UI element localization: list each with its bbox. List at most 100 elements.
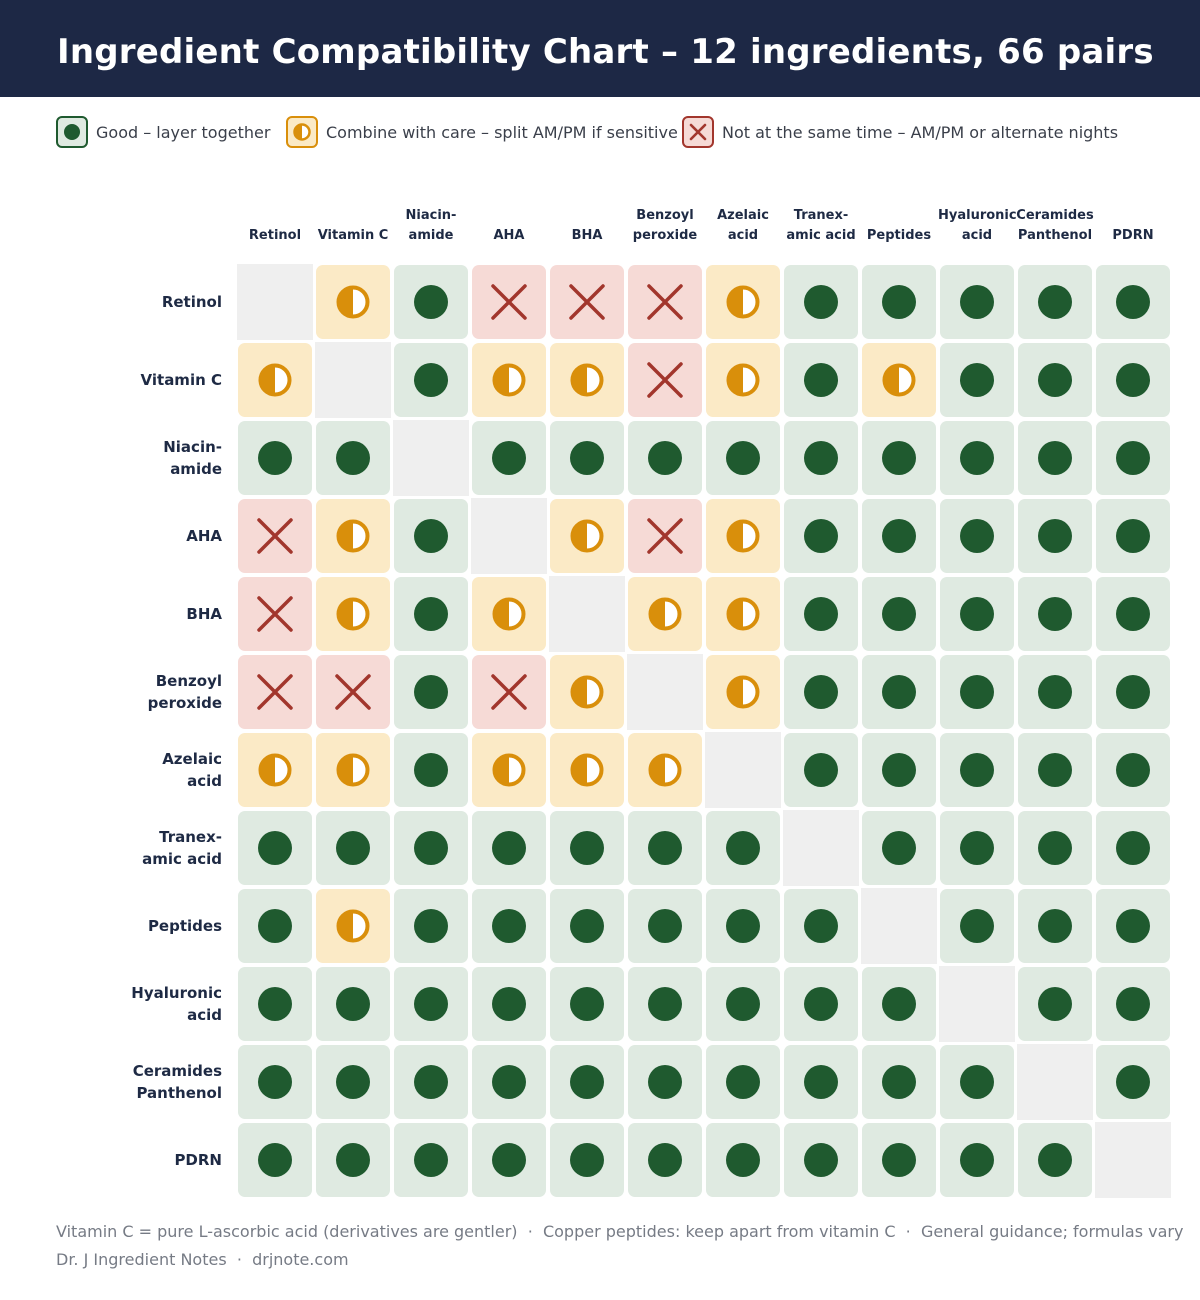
filled-circle-icon <box>258 831 292 865</box>
filled-circle-icon <box>804 519 838 553</box>
matrix-cell-no <box>238 499 312 573</box>
matrix-cell-good <box>784 343 858 417</box>
filled-circle-icon <box>960 675 994 709</box>
filled-circle-icon <box>804 675 838 709</box>
half-circle-icon <box>336 597 370 631</box>
half-circle-icon <box>492 597 526 631</box>
filled-circle-icon <box>414 285 448 319</box>
filled-circle-icon <box>1038 363 1072 397</box>
matrix-cell-good <box>394 499 468 573</box>
filled-circle-icon <box>414 753 448 787</box>
filled-circle-icon <box>648 909 682 943</box>
matrix-cell-self <box>861 888 937 964</box>
matrix-cell-good <box>784 499 858 573</box>
matrix-cell-care <box>472 733 546 807</box>
matrix-cell-good <box>394 733 468 807</box>
filled-circle-icon <box>960 597 994 631</box>
matrix-cell-good <box>316 811 390 885</box>
matrix-cell-good <box>784 1123 858 1197</box>
matrix-cell-good <box>940 1123 1014 1197</box>
matrix-cell-good <box>940 343 1014 417</box>
column-header-line: PDRN <box>1112 228 1154 243</box>
filled-circle-icon <box>804 987 838 1021</box>
matrix-cell-good <box>706 1123 780 1197</box>
matrix-cell-self <box>705 732 781 808</box>
matrix-cell-care <box>316 733 390 807</box>
matrix-cell-good <box>550 967 624 1041</box>
matrix-cell-good <box>238 889 312 963</box>
matrix-cell-good <box>238 421 312 495</box>
row-header-line: Hyaluronic <box>131 984 222 1002</box>
column-header: Retinol <box>236 226 314 246</box>
half-circle-icon <box>570 675 604 709</box>
matrix-cell-care <box>316 577 390 651</box>
filled-circle-icon <box>414 519 448 553</box>
filled-circle-icon <box>1038 675 1072 709</box>
filled-circle-icon <box>258 441 292 475</box>
column-header-line: amide <box>408 228 454 243</box>
filled-circle-icon <box>804 441 838 475</box>
filled-circle-icon <box>1116 285 1150 319</box>
matrix-cell-good <box>394 967 468 1041</box>
row-header-line: Tranex- <box>159 828 222 846</box>
half-circle-icon <box>570 519 604 553</box>
x-mark-icon <box>647 284 683 320</box>
row-header: Vitamin C <box>141 369 222 391</box>
matrix-cell-good <box>238 1045 312 1119</box>
matrix-cell-self <box>315 342 391 418</box>
x-mark-icon <box>647 518 683 554</box>
filled-circle-icon <box>1116 441 1150 475</box>
matrix-cell-no <box>628 265 702 339</box>
filled-circle-icon <box>882 987 916 1021</box>
legend-swatch-care <box>286 116 318 148</box>
x-mark-icon <box>257 674 293 710</box>
half-circle-icon <box>492 363 526 397</box>
matrix-cell-no <box>472 655 546 729</box>
matrix-cell-self <box>1095 1122 1171 1198</box>
matrix-cell-good <box>940 1045 1014 1119</box>
matrix-cell-good <box>238 1123 312 1197</box>
legend-swatch-no <box>682 116 714 148</box>
matrix-cell-care <box>316 265 390 339</box>
matrix-cell-no <box>550 265 624 339</box>
matrix-cell-good <box>316 1123 390 1197</box>
filled-circle-icon <box>1116 987 1150 1021</box>
column-header-line: Panthenol <box>1017 228 1093 243</box>
matrix-cell-good <box>316 421 390 495</box>
matrix-cell-self <box>471 498 547 574</box>
filled-circle-icon <box>492 831 526 865</box>
matrix-cell-good <box>1096 499 1170 573</box>
x-mark-icon <box>569 284 605 320</box>
matrix-cell-self <box>237 264 313 340</box>
half-circle-icon <box>648 753 682 787</box>
matrix-cell-no <box>472 265 546 339</box>
matrix-cell-self <box>549 576 625 652</box>
matrix-cell-good <box>238 811 312 885</box>
matrix-cell-good <box>784 421 858 495</box>
matrix-cell-good <box>394 577 468 651</box>
legend-label-no: Not at the same time – AM/PM or alternat… <box>722 123 1119 142</box>
filled-circle-icon <box>1116 519 1150 553</box>
matrix-cell-no <box>628 499 702 573</box>
row-header: Niacin-amide <box>163 436 222 480</box>
matrix-cell-good <box>706 967 780 1041</box>
filled-circle-icon <box>258 987 292 1021</box>
filled-circle-icon <box>726 831 760 865</box>
x-mark-icon <box>689 123 707 141</box>
matrix-cell-good <box>784 967 858 1041</box>
matrix-cell-care <box>628 577 702 651</box>
matrix-cell-care <box>550 655 624 729</box>
filled-circle-icon <box>570 909 604 943</box>
filled-circle-icon <box>1038 987 1072 1021</box>
half-circle-icon <box>726 597 760 631</box>
filled-circle-icon <box>726 1143 760 1177</box>
filled-circle-icon <box>414 675 448 709</box>
matrix-cell-care <box>706 577 780 651</box>
matrix-cell-good <box>862 265 936 339</box>
filled-circle-icon <box>1116 831 1150 865</box>
matrix-cell-good <box>316 967 390 1041</box>
matrix-cell-good <box>238 967 312 1041</box>
matrix-cell-good <box>862 1123 936 1197</box>
column-header: Niacin-amide <box>392 206 470 246</box>
filled-circle-icon <box>726 1065 760 1099</box>
